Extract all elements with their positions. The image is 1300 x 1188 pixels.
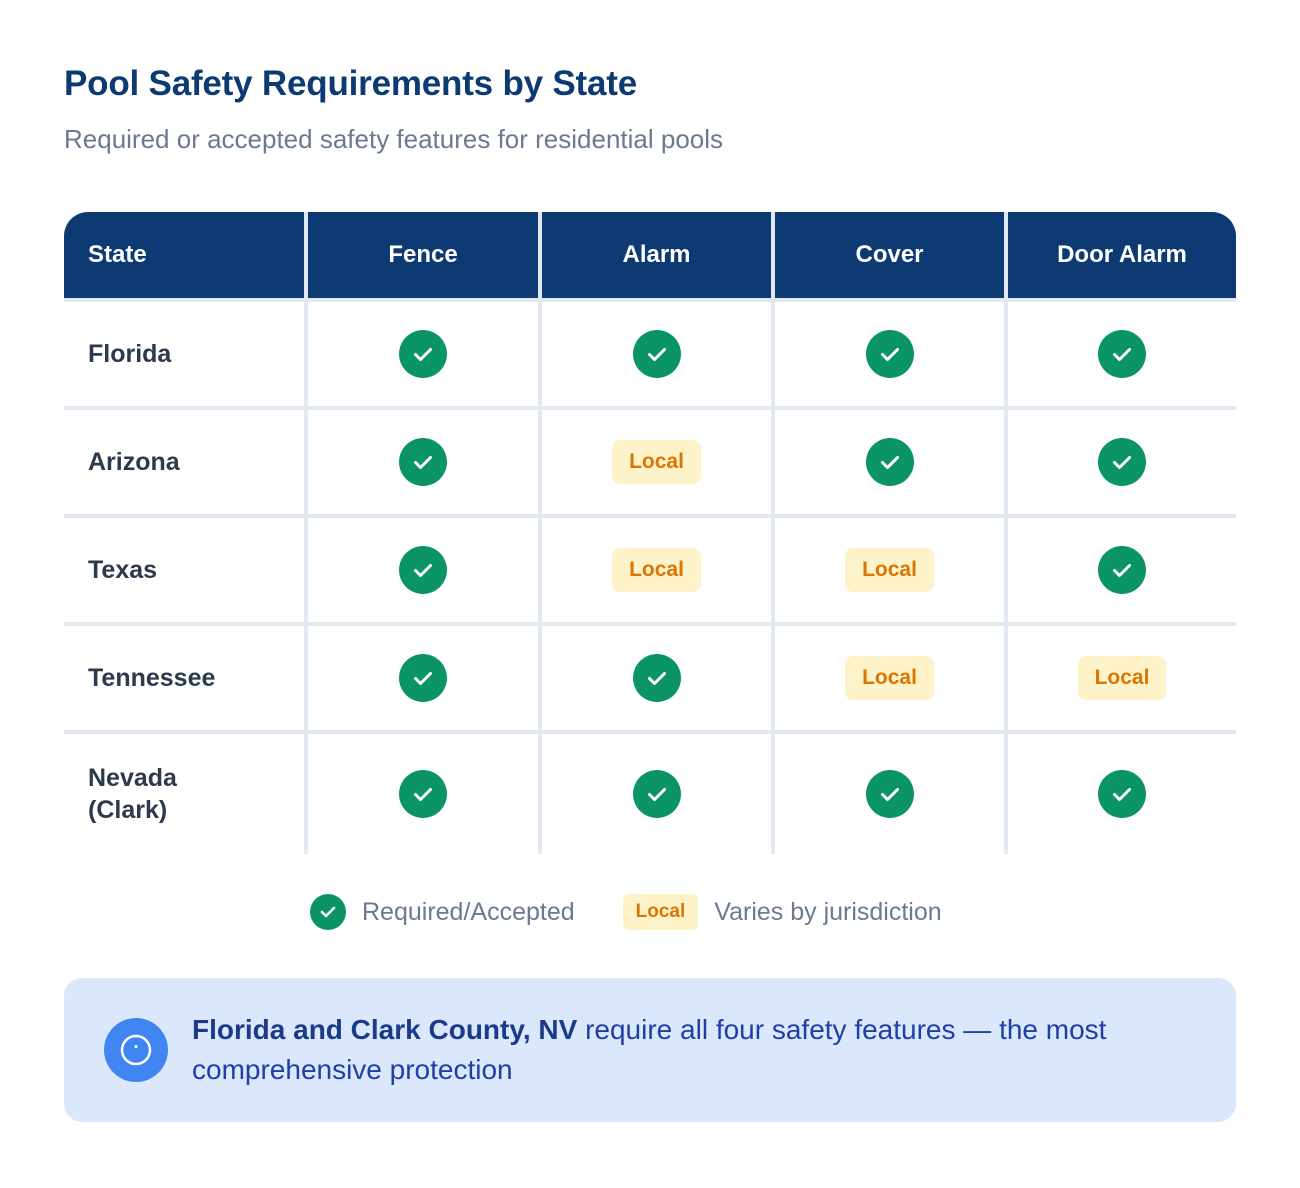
state-name: Texas [64, 518, 304, 622]
local-badge: Local [845, 548, 934, 592]
column-header-alarm: Alarm [538, 212, 771, 298]
local-badge: Local [622, 894, 699, 930]
state-name: Tennessee [64, 626, 304, 730]
cell-fence [304, 410, 538, 514]
check-icon [310, 894, 346, 930]
check-icon [632, 654, 681, 702]
check-icon [399, 654, 447, 702]
check-icon [399, 546, 447, 594]
cell-alarm: Local [538, 518, 771, 622]
check-icon [399, 330, 447, 378]
cell-fence [304, 302, 538, 406]
cell-door-alarm [1004, 410, 1236, 514]
local-badge: Local [612, 548, 701, 592]
check-icon [632, 770, 681, 818]
legend-local-label: Varies by jurisdiction [714, 897, 942, 926]
check-icon [1098, 770, 1146, 818]
state-name: Florida [64, 302, 304, 406]
check-icon [865, 770, 914, 818]
column-header-state: State [64, 212, 304, 298]
callout-box: Florida and Clark County, NV require all… [64, 978, 1236, 1122]
state-name: Arizona [64, 410, 304, 514]
cell-cover: Local [771, 518, 1004, 622]
state-name: Nevada (Clark) [64, 734, 304, 854]
cell-fence [304, 518, 538, 622]
cell-fence [304, 734, 538, 854]
cell-cover: Local [771, 626, 1004, 730]
legend-required-label: Required/Accepted [362, 897, 575, 926]
cell-cover [771, 302, 1004, 406]
check-icon [399, 438, 447, 486]
cell-alarm [538, 734, 771, 854]
table-row: Florida [64, 298, 1236, 406]
check-icon [1098, 438, 1146, 486]
info-circle-icon [104, 1018, 168, 1082]
callout-bold: Florida and Clark County, NV [192, 1014, 578, 1045]
column-header-fence: Fence [304, 212, 538, 298]
cell-door-alarm [1004, 734, 1236, 854]
cell-door-alarm: Local [1004, 626, 1236, 730]
requirements-table: State Fence Alarm Cover Door Alarm Flori… [64, 212, 1236, 854]
table-row: Nevada (Clark) [64, 730, 1236, 854]
cell-cover [771, 734, 1004, 854]
cell-door-alarm [1004, 302, 1236, 406]
callout-text: Florida and Clark County, NV require all… [192, 1010, 1202, 1090]
table-row: Texas Local Local [64, 514, 1236, 622]
table-row: Arizona Local [64, 406, 1236, 514]
check-icon [865, 330, 914, 378]
local-badge: Local [1077, 656, 1167, 700]
cell-alarm [538, 626, 771, 730]
check-icon [865, 438, 914, 486]
column-header-cover: Cover [771, 212, 1004, 298]
check-icon [1098, 546, 1146, 594]
page-subtitle: Required or accepted safety features for… [64, 124, 724, 154]
cell-cover [771, 410, 1004, 514]
local-badge: Local [612, 440, 701, 484]
cell-alarm: Local [538, 410, 771, 514]
cell-alarm [538, 302, 771, 406]
table-header: State Fence Alarm Cover Door Alarm [64, 212, 1236, 298]
column-header-door-alarm: Door Alarm [1004, 212, 1236, 298]
local-badge: Local [845, 656, 934, 700]
callout-body: require all four safety features — the m… [192, 1014, 1107, 1085]
check-icon [632, 330, 681, 378]
table-row: Tennessee Local Local [64, 622, 1236, 730]
check-icon [399, 770, 447, 818]
legend: Required/Accepted Local Varies by jurisd… [310, 894, 942, 930]
check-icon [1098, 330, 1146, 378]
cell-fence [304, 626, 538, 730]
cell-door-alarm [1004, 518, 1236, 622]
page-title: Pool Safety Requirements by State [64, 64, 638, 103]
